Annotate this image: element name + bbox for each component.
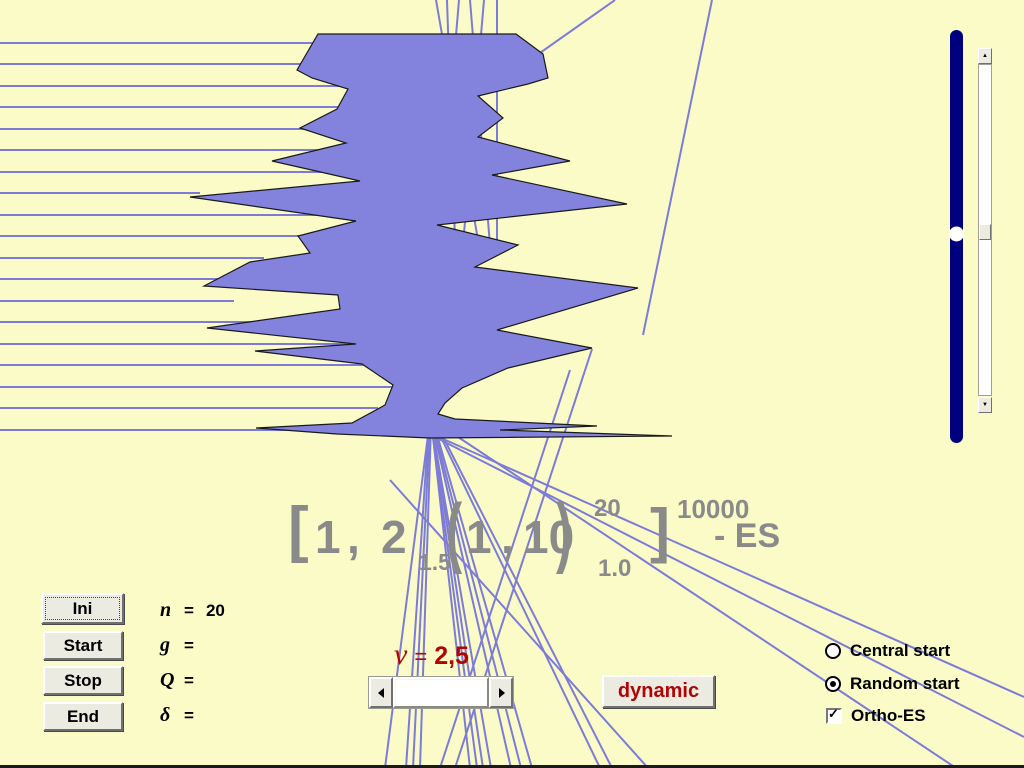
radio-dot (830, 681, 836, 687)
param-delta: δ = (160, 704, 206, 727)
formula-comma-2: , (501, 511, 514, 563)
ortho-es-checkbox-icon[interactable]: ✓ (826, 706, 842, 724)
formula-outer-subscript: 1.5 (419, 549, 451, 575)
es-population-polygon (189, 33, 673, 439)
scrollbar-up-button[interactable]: ▲ (978, 48, 992, 64)
param-g-equals: = (184, 636, 194, 655)
progress-knob[interactable] (949, 226, 964, 242)
formula-comma-1: , (347, 511, 360, 563)
random-start-label: Random start (850, 674, 960, 693)
trajectory-line (431, 433, 1024, 698)
formula-close-paren: ) (556, 487, 573, 575)
checkmark-icon: ✓ (828, 706, 839, 721)
formula-open-paren: ( (446, 487, 463, 575)
vertical-scrollbar[interactable]: ▲ ▼ (978, 48, 992, 413)
nu-symbol: ν (394, 638, 408, 671)
trajectory-line (435, 430, 533, 768)
nu-equals: = (414, 644, 428, 669)
slider-thumb[interactable] (393, 677, 489, 708)
right-arrow-icon (499, 687, 510, 698)
ortho-es-option[interactable]: ✓ Ortho-ES (826, 706, 926, 726)
down-arrow-icon: ▼ (982, 402, 988, 408)
param-n-symbol: n (160, 599, 172, 621)
formula-close-bracket: ] (650, 497, 670, 564)
formula-inner-subscript: 1.0 (598, 555, 632, 582)
trajectory-line (384, 419, 431, 768)
trajectory-line (405, 421, 430, 768)
param-q-equals: = (184, 671, 194, 690)
formula-mu: 1 (315, 511, 341, 563)
formula-inner-lambda: 10 (523, 511, 575, 563)
bottom-border (0, 765, 1024, 768)
trajectory-line (437, 426, 613, 768)
trajectory-line (431, 429, 478, 768)
slider-left-arrow-button[interactable] (369, 677, 393, 708)
up-arrow-icon: ▲ (982, 53, 988, 59)
start-button[interactable]: Start (43, 631, 123, 660)
param-g-symbol: g (160, 634, 170, 656)
end-button[interactable]: End (43, 702, 123, 731)
trajectory-line (642, 0, 713, 336)
nu-value: 2,5 (434, 642, 469, 670)
trajectory-line (434, 431, 522, 768)
param-n-equals: = (184, 601, 194, 620)
param-n: n = 20 (160, 599, 225, 622)
dynamic-button[interactable]: dynamic (602, 675, 715, 708)
formula-es-suffix: - ES (714, 517, 781, 555)
trajectory-line (419, 425, 432, 768)
trajectory-line (433, 431, 512, 768)
nu-slider[interactable] (368, 676, 514, 709)
formula-inner-mu: 1 (466, 511, 492, 563)
param-delta-symbol: δ (160, 704, 171, 726)
trajectory-line (412, 423, 431, 768)
central-start-radio-icon[interactable] (825, 643, 841, 659)
left-arrow-icon (373, 687, 384, 698)
random-start-option[interactable]: Random start (825, 674, 960, 694)
param-q-symbol: Q (160, 669, 175, 691)
trajectory-line (432, 431, 492, 768)
param-n-value: 20 (205, 601, 225, 620)
left-ray-lines (0, 42, 405, 431)
param-delta-equals: = (184, 706, 194, 725)
scrollbar-down-button[interactable]: ▼ (978, 397, 992, 413)
trajectory-line (432, 430, 484, 768)
param-q: Q = (160, 669, 206, 692)
nu-readout: ν = 2,5 (394, 638, 469, 672)
scrollbar-thumb[interactable] (979, 224, 991, 240)
formula-inner-superscript: 20 (594, 495, 621, 522)
random-start-radio-icon[interactable] (825, 676, 841, 692)
ortho-es-label: Ortho-ES (851, 706, 926, 725)
central-start-option[interactable]: Central start (825, 641, 950, 661)
trajectory-line (389, 479, 649, 768)
formula-outer-superscript: 10000 (677, 494, 750, 524)
stop-button[interactable]: Stop (43, 666, 123, 695)
formula-open-bracket: [ (288, 495, 309, 564)
param-g: g = (160, 634, 206, 657)
slider-right-arrow-button[interactable] (489, 677, 513, 708)
central-start-label: Central start (850, 641, 951, 660)
trajectory-line (436, 428, 601, 768)
formula-lambda: 2 (381, 511, 407, 563)
trajectory-line (439, 424, 957, 768)
ini-button[interactable]: Ini (41, 593, 124, 624)
